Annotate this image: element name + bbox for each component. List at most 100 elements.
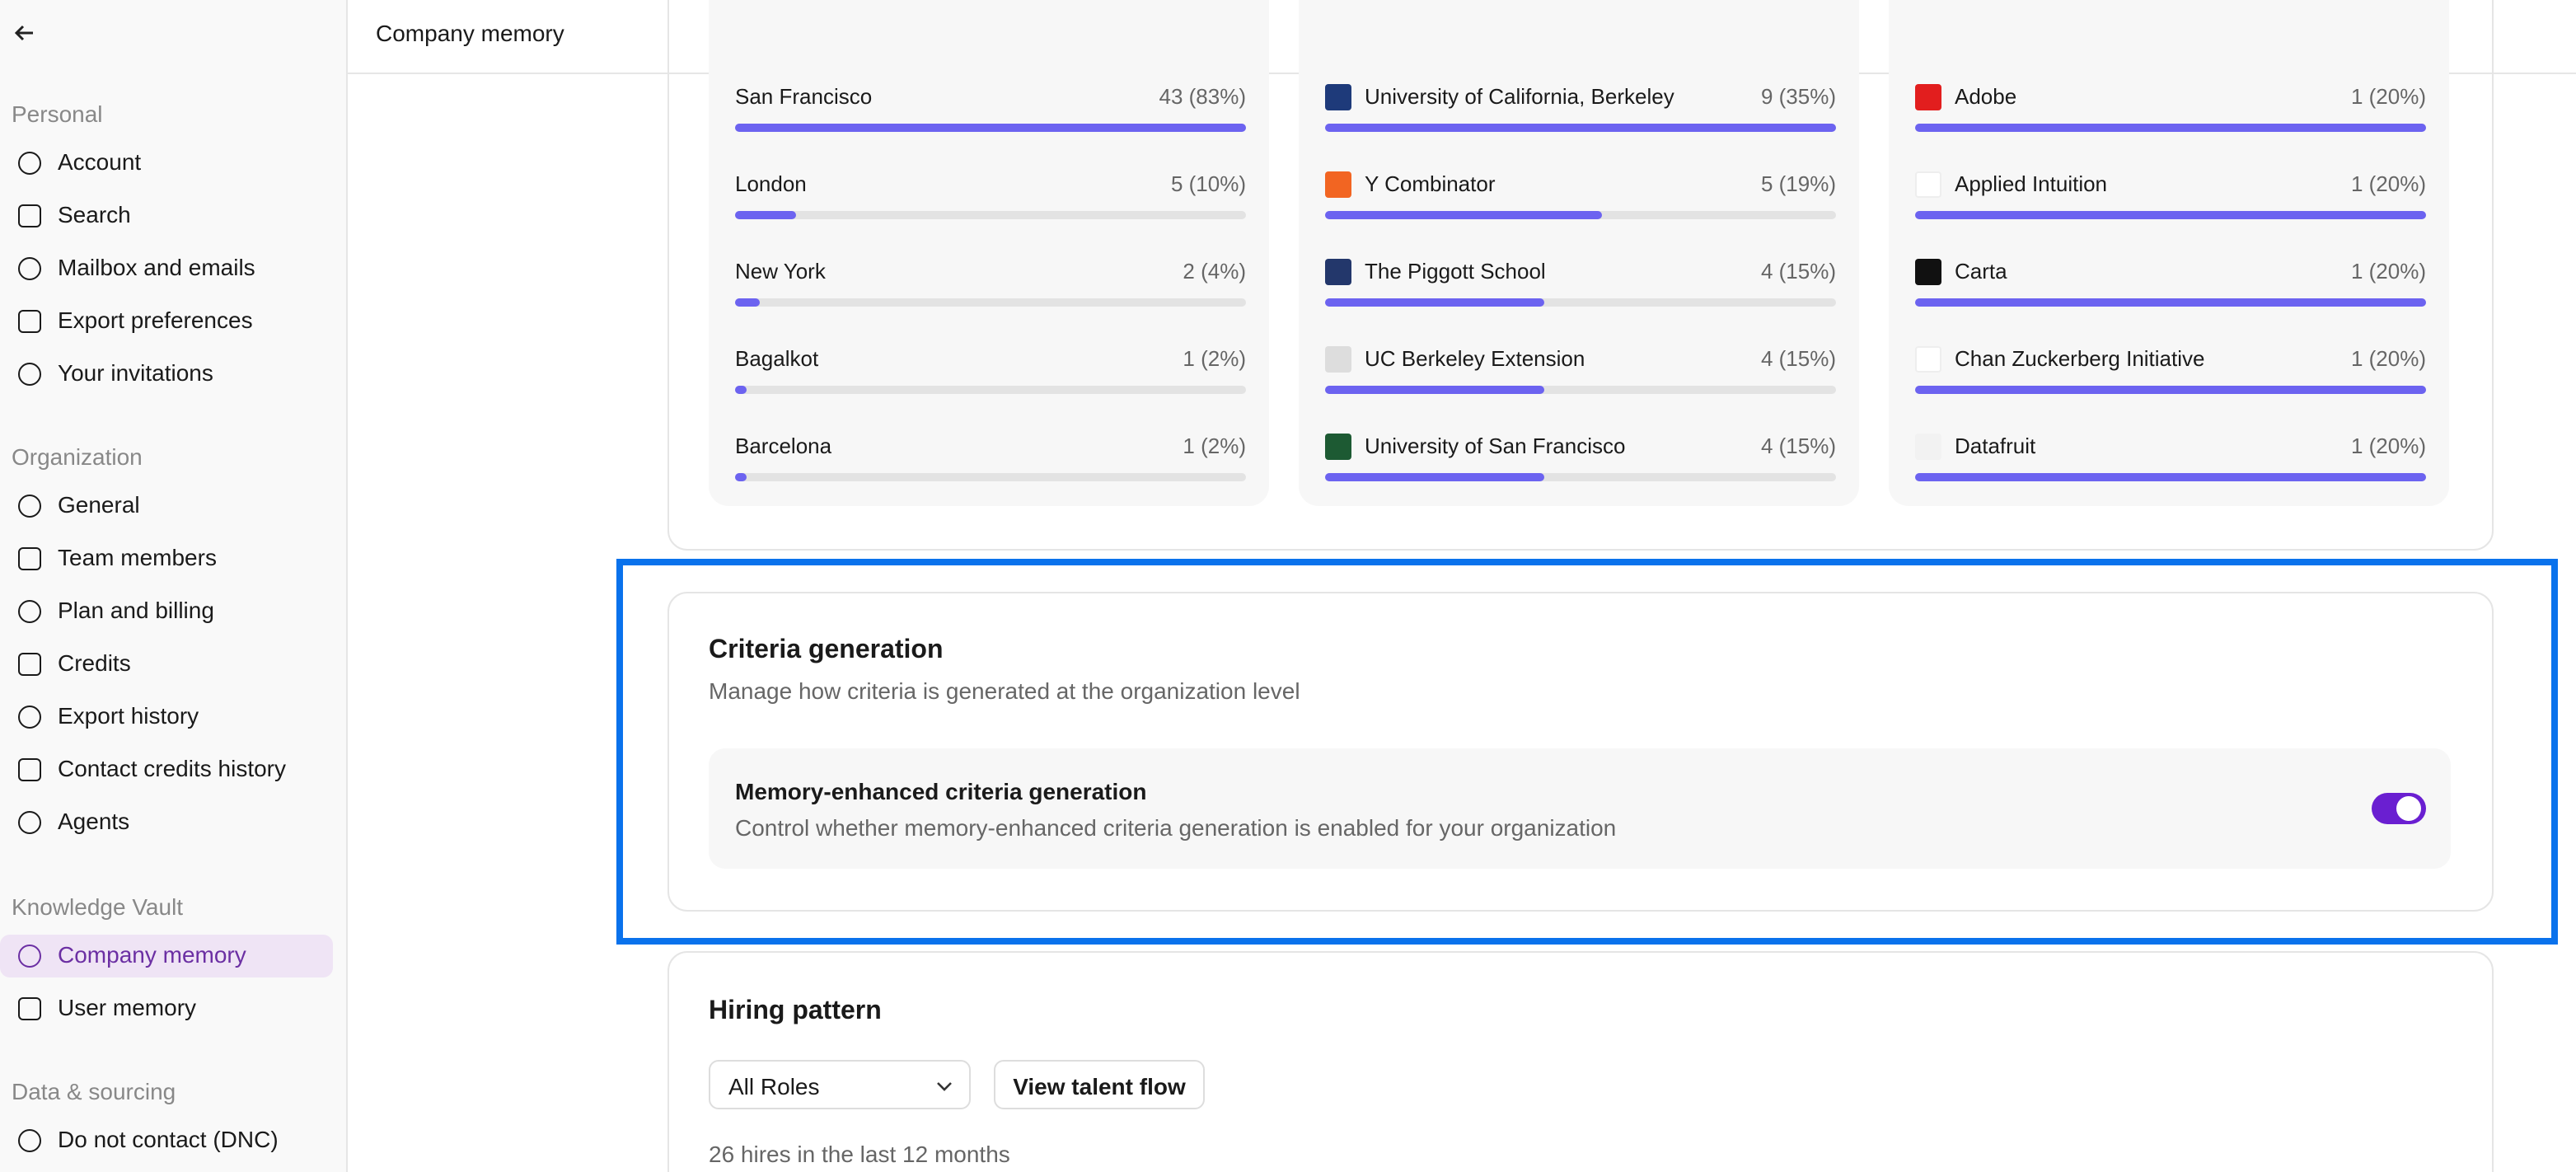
- nav-icon: [18, 811, 41, 834]
- nav-item[interactable]: Search: [58, 201, 131, 227]
- bar-track: [1325, 298, 1836, 307]
- nav-item[interactable]: Agents: [58, 808, 130, 834]
- stat-name: Bagalkot: [735, 346, 819, 371]
- nav-icon: [18, 706, 41, 729]
- stat-value: 4 (15%): [1760, 346, 1836, 371]
- stat-value: 4 (15%): [1760, 434, 1836, 458]
- bar-track: [1325, 473, 1836, 481]
- bar: [1915, 386, 2426, 394]
- stat-name: Datafruit: [1955, 434, 2036, 458]
- logo: [1325, 171, 1351, 198]
- bar: [735, 124, 1246, 132]
- highlight-frame: [616, 559, 2558, 945]
- stat-value: 4 (15%): [1760, 259, 1836, 284]
- stat-value: 9 (35%): [1760, 84, 1836, 109]
- nav-icon: [18, 653, 41, 676]
- stat-name: New York: [735, 259, 826, 284]
- stats-column: [709, 0, 1269, 506]
- stat-name: London: [735, 171, 807, 196]
- nav-item[interactable]: Contact credits history: [58, 755, 286, 781]
- bar-track: [1325, 386, 1836, 394]
- select-value: All Roles: [728, 1073, 820, 1099]
- bar: [1915, 124, 2426, 132]
- stat-name: University of California, Berkeley: [1365, 84, 1674, 109]
- logo: [1915, 434, 1941, 460]
- stat-value: 43 (83%): [1159, 84, 1247, 109]
- bar: [1325, 473, 1544, 481]
- hires-summary: 26 hires in the last 12 months: [709, 1141, 1010, 1167]
- bar: [735, 473, 747, 481]
- nav-item[interactable]: Team members: [58, 544, 217, 570]
- section-title: Criteria generation: [709, 636, 944, 664]
- nav-icon: [18, 204, 41, 227]
- logo: [1325, 259, 1351, 285]
- bar: [1915, 473, 2426, 481]
- nav-item[interactable]: Export preferences: [58, 307, 253, 333]
- back-button[interactable]: [12, 20, 38, 46]
- nav-icon: [18, 310, 41, 333]
- bar: [1325, 386, 1544, 394]
- nav-item[interactable]: Your invitations: [58, 359, 213, 386]
- stats-card: [667, 0, 2494, 551]
- nav-item[interactable]: Mailbox and emails: [58, 254, 255, 280]
- nav-item[interactable]: Plan and billing: [58, 597, 214, 623]
- view-button[interactable]: View talent flow: [994, 1060, 1205, 1109]
- stat-value: 1 (20%): [2350, 346, 2426, 371]
- toggle[interactable]: [2372, 793, 2426, 824]
- stat-value: 2 (4%): [1183, 259, 1246, 284]
- nav-item[interactable]: Company memory: [58, 941, 246, 968]
- nav-icon: [18, 600, 41, 623]
- bar: [1325, 124, 1836, 132]
- bar: [1325, 211, 1603, 219]
- section-heading: Knowledge Vault: [12, 893, 184, 920]
- role-select[interactable]: All Roles: [709, 1060, 971, 1109]
- nav-icon: [18, 758, 41, 781]
- setting-description: Control whether memory-enhanced criteria…: [735, 814, 1617, 841]
- stat-value: 1 (20%): [2350, 434, 2426, 458]
- logo: [1915, 346, 1941, 373]
- stat-value: 1 (20%): [2350, 171, 2426, 196]
- chevron: [937, 1082, 952, 1091]
- stat-value: 1 (2%): [1183, 434, 1246, 458]
- stat-name: Y Combinator: [1365, 171, 1496, 196]
- logo: [1915, 171, 1941, 198]
- section-heading: Data & sourcing: [12, 1078, 176, 1104]
- nav-icon: [18, 495, 41, 518]
- bar-track: [735, 211, 1246, 219]
- stat-name: University of San Francisco: [1365, 434, 1626, 458]
- logo: [1915, 259, 1941, 285]
- stat-name: Chan Zuckerberg Initiative: [1955, 346, 2205, 371]
- section-subtitle: Manage how criteria is generated at the …: [709, 677, 1300, 704]
- nav-item[interactable]: Do not contact (DNC): [58, 1126, 279, 1152]
- logo: [1325, 346, 1351, 373]
- hiring-card: [667, 951, 2494, 1172]
- logo: [1325, 84, 1351, 110]
- stat-value: 5 (10%): [1170, 171, 1246, 196]
- nav-item[interactable]: Credits: [58, 649, 131, 676]
- nav-item[interactable]: Export history: [58, 702, 199, 729]
- stat-name: The Piggott School: [1365, 259, 1546, 284]
- stat-value: 1 (2%): [1183, 346, 1246, 371]
- section-heading: Organization: [12, 443, 143, 470]
- toggle-knob: [2396, 796, 2421, 821]
- nav-icon: [18, 152, 41, 175]
- stat-name: Applied Intuition: [1955, 171, 2108, 196]
- stats-column: [1299, 0, 1859, 506]
- stat-name: UC Berkeley Extension: [1365, 346, 1585, 371]
- stat-name: Adobe: [1955, 84, 2017, 109]
- bar: [1915, 211, 2426, 219]
- stat-name: Barcelona: [735, 434, 832, 458]
- bar-track: [735, 473, 1246, 481]
- nav-item[interactable]: General: [58, 491, 140, 518]
- page-title: Company memory: [376, 20, 564, 46]
- active-highlight: [0, 935, 333, 977]
- nav-item[interactable]: User memory: [58, 994, 197, 1020]
- stat-value: 5 (19%): [1760, 171, 1836, 196]
- bar-track: [735, 386, 1246, 394]
- bar: [735, 211, 797, 219]
- stat-value: 1 (20%): [2350, 84, 2426, 109]
- nav-item[interactable]: Account: [58, 148, 142, 175]
- stat-name: San Francisco: [735, 84, 873, 109]
- bar-track: [735, 298, 1246, 307]
